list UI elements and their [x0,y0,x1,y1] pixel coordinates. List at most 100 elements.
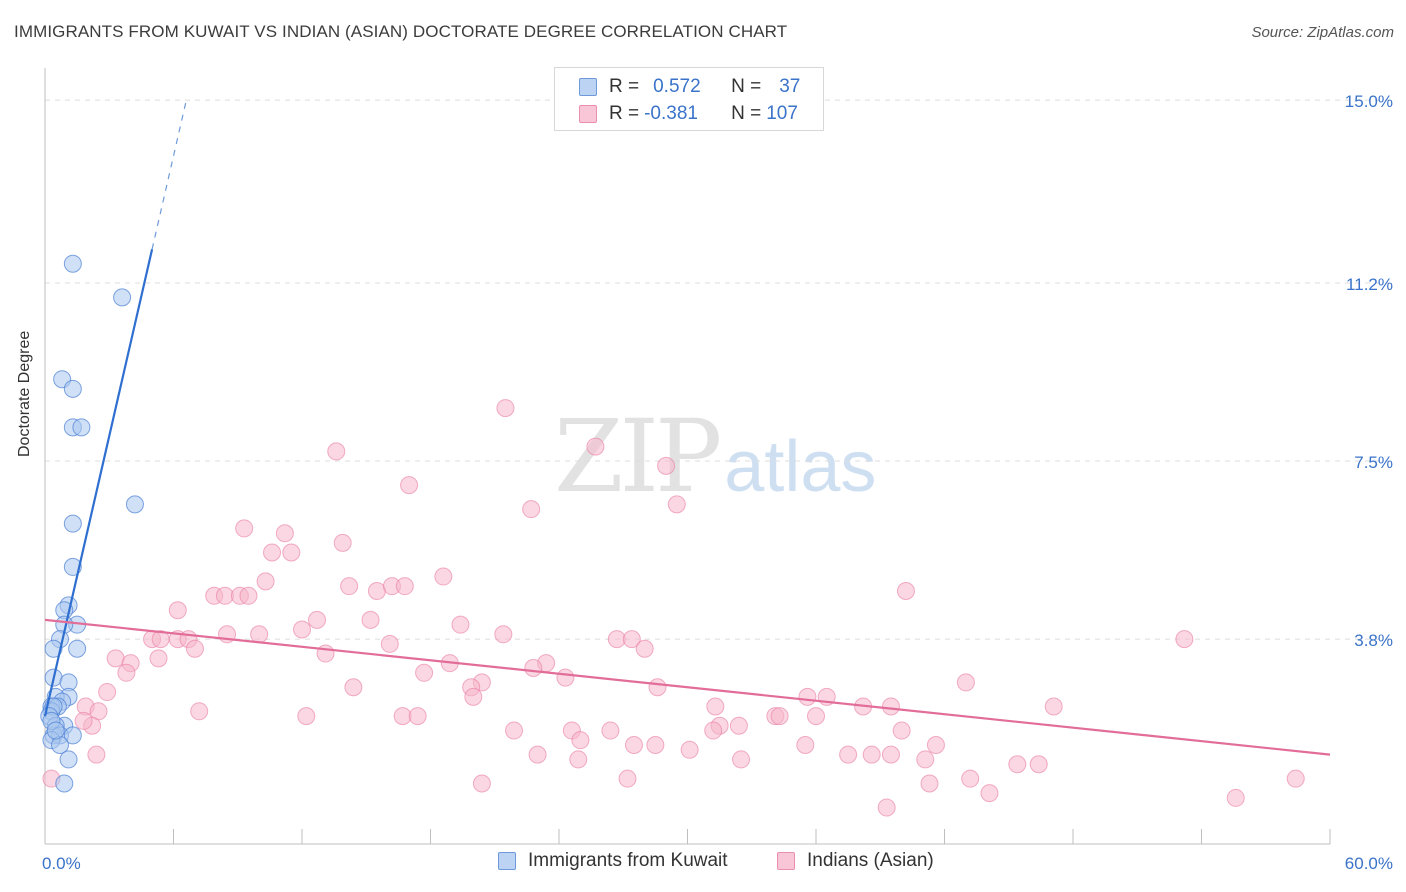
point-indian-asian [275,524,294,543]
legend-label-kuwait: Immigrants from Kuwait [528,850,728,871]
point-indian-asian [770,707,789,726]
point-immigrants-kuwait [44,639,63,658]
legend-r-value-indian: -0.381 [644,103,698,124]
point-indian-asian [496,399,515,418]
chart-title: IMMIGRANTS FROM KUWAIT VS INDIAN (ASIAN)… [14,22,788,41]
point-indian-asian [239,586,258,605]
point-indian-asian [117,663,136,682]
point-indian-asian [395,577,414,596]
point-indian-asian [622,630,641,649]
point-indian-asian [571,731,590,750]
point-indian-asian [87,745,106,764]
trend-line-kuwait [43,249,154,717]
gridlines [45,99,1392,640]
tick-labels: 15.0% 11.2% 7.5% 3.8% 0.0% 60.0% [42,92,1393,873]
point-indian-asian [926,735,945,754]
legend-row-kuwait: R = 0.572 N = 37 [579,74,800,100]
point-indian-asian [798,687,817,706]
point-indian-asian [256,572,275,591]
legend-swatch-indian [579,105,597,123]
point-indian-asian [1175,630,1194,649]
point-immigrants-kuwait [63,726,82,745]
point-indian-asian [796,735,815,754]
point-indian-asian [472,774,491,793]
point-indian-asian [400,476,419,495]
point-indian-asian [896,581,915,600]
legend-item-kuwait[interactable]: Immigrants from Kuwait [498,850,728,872]
point-immigrants-kuwait [63,254,82,273]
point-indian-asian [282,543,301,562]
point-indian-asian [1044,697,1063,716]
point-indian-asian [680,740,699,759]
point-indian-asian [408,707,427,726]
legend-n-value-indian: 107 [766,103,798,124]
point-indian-asian [367,581,386,600]
point-indian-asian [464,687,483,706]
point-indian-asian [706,697,725,716]
trend-lines [43,99,1331,756]
point-indian-asian [635,639,654,658]
point-indian-asian [168,601,187,620]
legend-n-value-kuwait: 37 [779,76,801,97]
point-indian-asian [190,702,209,721]
point-indian-asian [1286,769,1305,788]
point-indian-asian [881,745,900,764]
trend-line-kuwait-extension [151,99,187,250]
point-indian-asian [646,735,665,754]
point-indian-asian [667,495,686,514]
point-immigrants-kuwait [63,514,82,533]
point-indian-asian [732,750,751,769]
point-immigrants-kuwait [63,379,82,398]
point-indian-asian [920,774,939,793]
point-indian-asian [185,639,204,658]
point-indian-asian [505,721,524,740]
y-tick-label: 15.0% [1345,92,1393,111]
point-indian-asian [380,634,399,653]
point-indian-asian [297,707,316,726]
point-indian-asian [215,586,234,605]
point-immigrants-kuwait [72,418,91,437]
point-indian-asian [624,735,643,754]
point-indian-asian [556,668,575,687]
point-indian-asian [607,630,626,649]
point-indian-asian [361,610,380,629]
point-indian-asian [839,745,858,764]
legend-r-label: R = [609,103,640,124]
point-indian-asian [74,711,93,730]
legend-row-indian: R = -0.381 N = 107 [579,101,798,127]
point-indian-asian [877,798,896,817]
y-tick-label: 3.8% [1354,631,1393,650]
point-indian-asian [1029,755,1048,774]
series-indians-asian [42,399,1305,817]
point-indian-asian [106,649,125,668]
point-indian-asian [393,707,412,726]
point-indian-asian [263,543,282,562]
point-immigrants-kuwait [68,639,87,658]
point-indian-asian [98,683,117,702]
point-indian-asian [235,519,254,538]
point-indian-asian [862,745,881,764]
point-indian-asian [451,615,470,634]
series-legend: Immigrants from Kuwait Indians (Asian) [0,850,1406,878]
point-indian-asian [648,678,667,697]
point-immigrants-kuwait [59,750,78,769]
point-indian-asian [892,721,911,740]
point-indian-asian [434,567,453,586]
point-indian-asian [415,663,434,682]
legend-item-indian[interactable]: Indians (Asian) [777,850,934,872]
point-indian-asian [522,500,541,519]
point-indian-asian [1008,755,1027,774]
point-indian-asian [657,456,676,475]
point-indian-asian [333,533,352,552]
point-indian-asian [961,769,980,788]
point-indian-asian [881,697,900,716]
point-indian-asian [340,577,359,596]
legend-swatch-kuwait [579,78,597,96]
legend-swatch-kuwait [498,852,516,870]
point-indian-asian [601,721,620,740]
point-indian-asian [980,784,999,803]
point-indian-asian [149,649,168,668]
point-immigrants-kuwait [55,774,74,793]
y-tick-label: 7.5% [1354,453,1393,472]
